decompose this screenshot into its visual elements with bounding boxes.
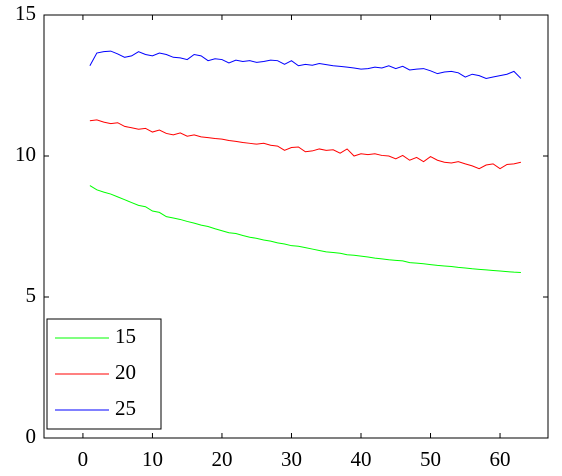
x-tick-label: 10 — [142, 447, 163, 471]
x-tick-label: 0 — [78, 447, 89, 471]
legend-label: 15 — [115, 324, 136, 348]
y-tick-label: 0 — [26, 424, 37, 448]
y-tick-label: 10 — [15, 142, 36, 166]
data-line — [89, 119, 522, 170]
y-tick-label: 5 — [26, 283, 37, 307]
x-tick-label: 30 — [281, 447, 302, 471]
y-tick-label: 15 — [15, 1, 36, 25]
legend-label: 20 — [115, 360, 136, 384]
x-tick-label: 40 — [350, 447, 371, 471]
x-tick-label: 20 — [211, 447, 232, 471]
plot-frame — [43, 14, 549, 439]
data-line — [89, 50, 522, 79]
x-tick-label: 50 — [420, 447, 441, 471]
legend-label: 25 — [115, 396, 136, 420]
data-line — [89, 185, 521, 273]
x-tick-label: 60 — [490, 447, 511, 471]
